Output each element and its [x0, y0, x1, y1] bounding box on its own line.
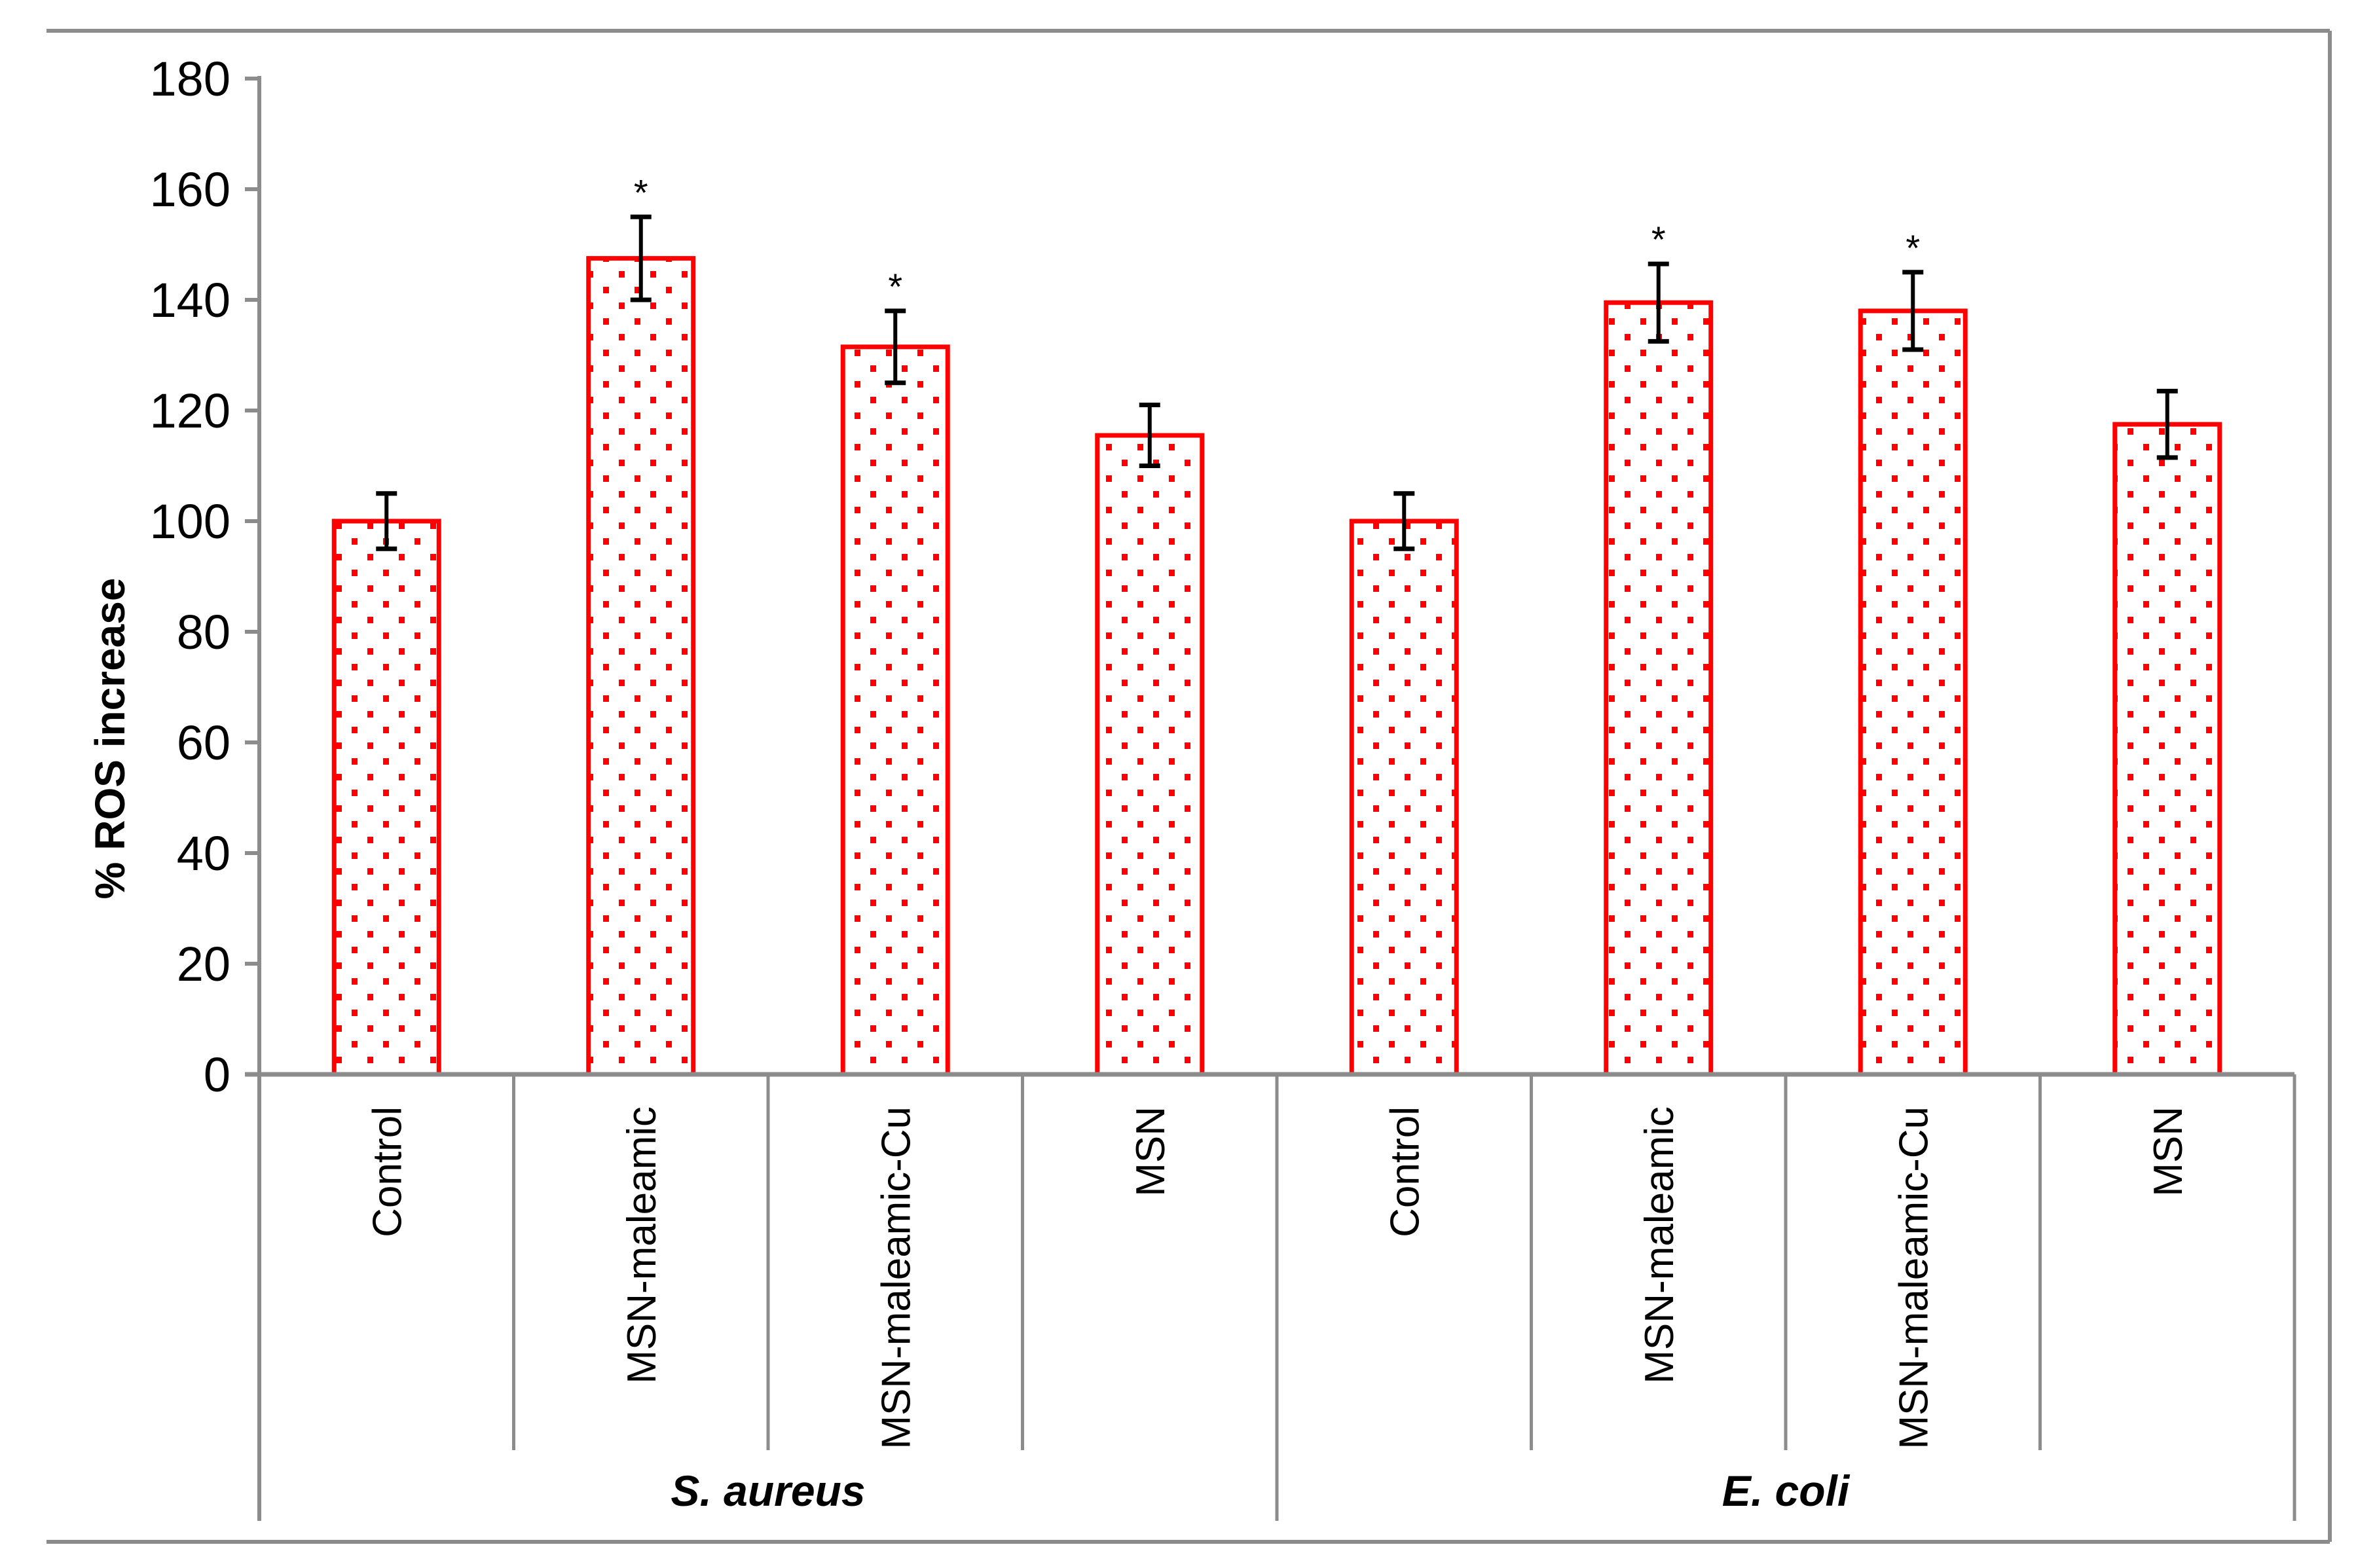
- bar-control: [331, 519, 441, 1077]
- y-tick-label: 0: [204, 1048, 230, 1102]
- y-tick-label: 100: [150, 494, 230, 549]
- category-label: MSN-maleamic-Cu: [1891, 1106, 1936, 1449]
- bar-msn-maleamic-cu: [1858, 308, 1968, 1077]
- y-tick-label: 140: [150, 273, 230, 327]
- category-label: Control: [365, 1106, 410, 1237]
- significance-asterisk: *: [634, 172, 648, 213]
- bar-control: [1349, 519, 1459, 1077]
- group-label: S. aureus: [671, 1467, 865, 1515]
- category-label: MSN-maleamic: [619, 1106, 665, 1384]
- y-tick-label: 60: [177, 716, 230, 770]
- significance-asterisk: *: [1906, 227, 1920, 268]
- y-tick-label: 160: [150, 162, 230, 217]
- significance-asterisk: *: [888, 266, 902, 307]
- bar-msn-maleamic: [586, 256, 696, 1077]
- category-label: Control: [1382, 1106, 1428, 1237]
- category-label: MSN: [1128, 1106, 1173, 1197]
- bar-msn-maleamic: [1604, 300, 1714, 1077]
- y-tick-label: 120: [150, 384, 230, 438]
- group-label: E. coli: [1722, 1467, 1851, 1515]
- y-tick-label: 80: [177, 605, 230, 659]
- y-tick-label: 40: [177, 826, 230, 881]
- significance-asterisk: *: [1651, 219, 1666, 260]
- category-label: MSN-maleamic-Cu: [874, 1106, 919, 1449]
- y-axis-title: % ROS increase: [86, 578, 134, 900]
- bar-msn: [1095, 433, 1205, 1077]
- category-label: MSN: [2146, 1106, 2191, 1197]
- bar-msn-maleamic-cu: [840, 344, 950, 1077]
- category-label: MSN-maleamic: [1637, 1106, 1682, 1384]
- y-tick-label: 20: [177, 937, 230, 991]
- y-tick-label: 180: [150, 52, 230, 106]
- bar-msn: [2112, 422, 2222, 1077]
